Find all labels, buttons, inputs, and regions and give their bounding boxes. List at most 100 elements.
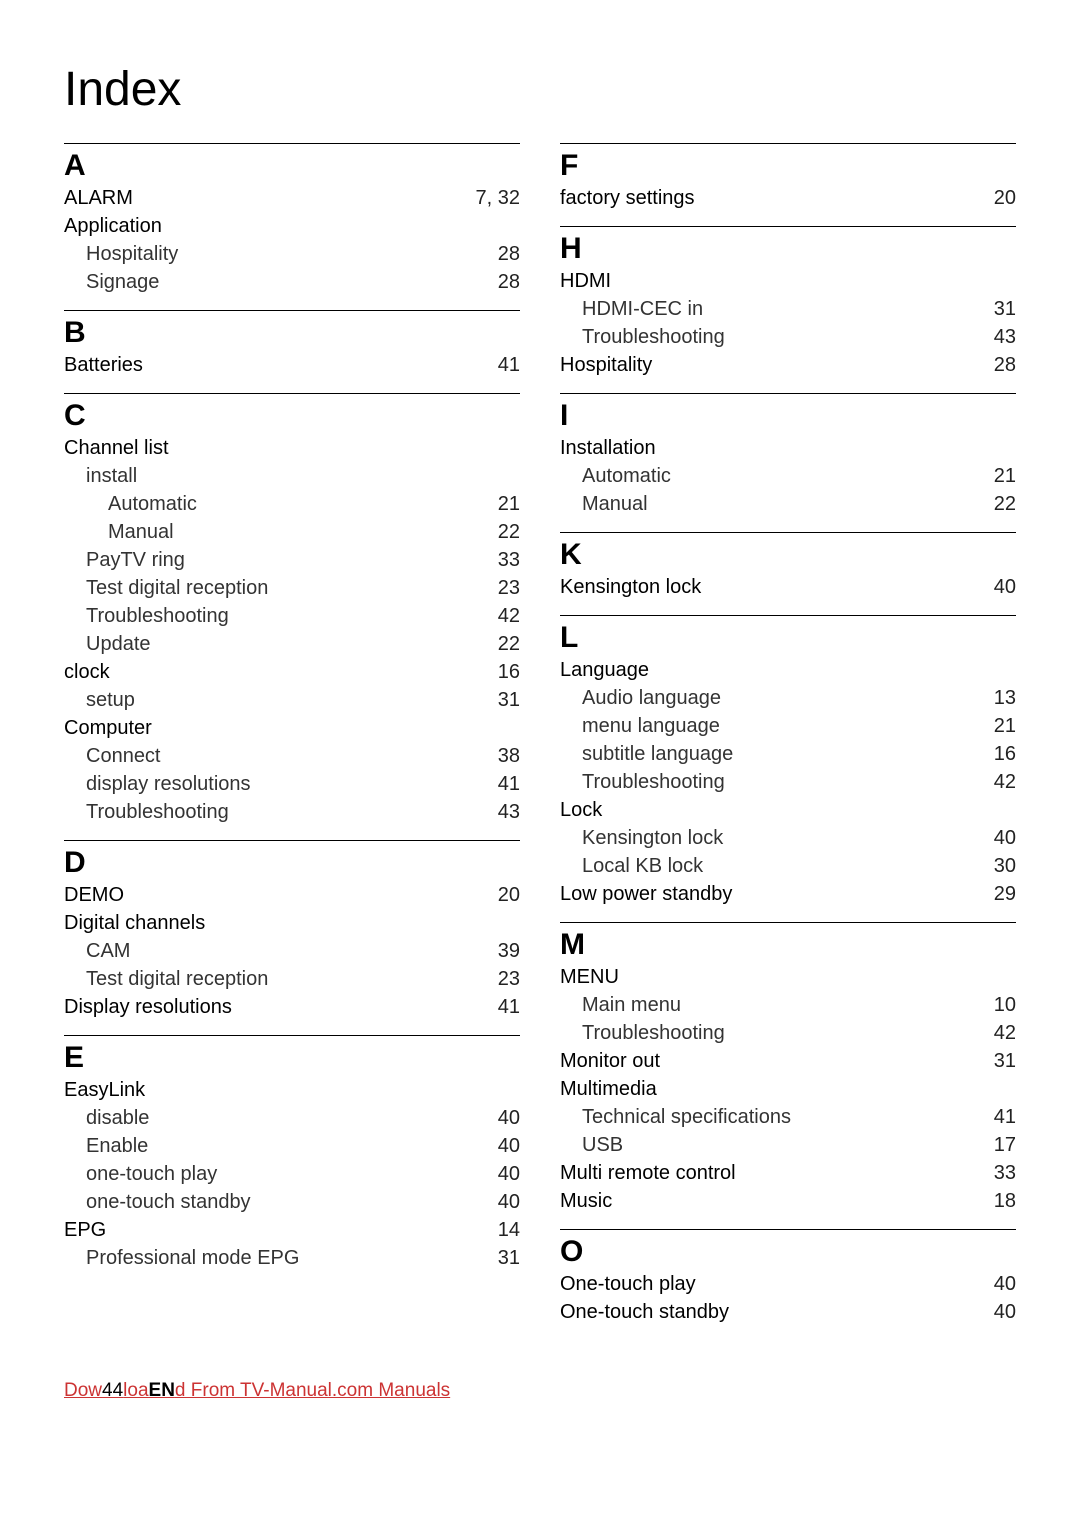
index-entry-term: factory settings [560, 184, 982, 212]
index-entry: Batteries41 [64, 351, 520, 379]
index-entry-term: install [64, 462, 508, 490]
index-entry-pages: 23 [486, 574, 520, 602]
index-entry: factory settings20 [560, 184, 1016, 212]
index-entry: Manual22 [560, 490, 1016, 518]
index-entry-term: MENU [560, 963, 1004, 991]
section-letter: M [560, 927, 1016, 963]
index-entry: clock16 [64, 658, 520, 686]
index-entry-pages: 31 [486, 1244, 520, 1272]
index-entry: disable40 [64, 1104, 520, 1132]
index-entry: Kensington lock40 [560, 824, 1016, 852]
index-entry: Troubleshooting43 [560, 323, 1016, 351]
index-entry-term: setup [64, 686, 486, 714]
index-entry-term: Music [560, 1187, 982, 1215]
index-entry-term: Hospitality [64, 240, 486, 268]
index-entry: Application [64, 212, 520, 240]
index-entry-pages: 22 [486, 518, 520, 546]
index-entry-term: Kensington lock [560, 824, 982, 852]
index-entry-term: menu language [560, 712, 982, 740]
index-entry-pages: 40 [982, 824, 1016, 852]
index-entry-term: DEMO [64, 881, 486, 909]
index-entry-term: Connect [64, 742, 486, 770]
index-entry: Kensington lock40 [560, 573, 1016, 601]
index-entry-pages: 40 [982, 1270, 1016, 1298]
section-rule [560, 922, 1016, 923]
index-entry: Music18 [560, 1187, 1016, 1215]
index-entry-term: Local KB lock [560, 852, 982, 880]
index-entry: Hospitality28 [560, 351, 1016, 379]
section-rule [560, 532, 1016, 533]
section-rule [64, 393, 520, 394]
index-entry: ALARM7, 32 [64, 184, 520, 212]
index-entry-term: Troubleshooting [560, 1019, 982, 1047]
section-letter: C [64, 398, 520, 434]
index-entry-pages: 22 [486, 630, 520, 658]
index-columns: AALARM7, 32ApplicationHospitality28Signa… [64, 143, 1016, 1340]
footer-download-link[interactable]: Dow44loaENd From TV-Manual.com Manuals [64, 1380, 450, 1401]
index-section: LLanguageAudio language13menu language21… [560, 615, 1016, 908]
index-entry-pages: 31 [982, 1047, 1016, 1075]
index-entry-pages: 23 [486, 965, 520, 993]
section-letter: O [560, 1234, 1016, 1270]
index-entry-term: Technical specifications [560, 1103, 982, 1131]
section-rule [560, 1229, 1016, 1230]
index-entry-pages: 31 [982, 295, 1016, 323]
index-entry-term: Update [64, 630, 486, 658]
index-entry-pages: 33 [982, 1159, 1016, 1187]
index-entry-pages: 39 [486, 937, 520, 965]
index-entry: Low power standby29 [560, 880, 1016, 908]
index-entry-pages: 22 [982, 490, 1016, 518]
index-entry: Enable40 [64, 1132, 520, 1160]
index-entry: display resolutions41 [64, 770, 520, 798]
index-entry: DEMO20 [64, 881, 520, 909]
section-rule [560, 143, 1016, 144]
index-entry-pages: 20 [486, 881, 520, 909]
index-entry-pages: 18 [982, 1187, 1016, 1215]
index-entry: Automatic21 [64, 490, 520, 518]
section-letter: L [560, 620, 1016, 656]
index-entry: PayTV ring33 [64, 546, 520, 574]
index-entry-pages: 42 [486, 602, 520, 630]
index-entry: Test digital reception23 [64, 574, 520, 602]
index-entry-pages: 16 [982, 740, 1016, 768]
index-entry-term: Kensington lock [560, 573, 982, 601]
index-section: BBatteries41 [64, 310, 520, 379]
index-entry: Monitor out31 [560, 1047, 1016, 1075]
index-section: IInstallationAutomatic21Manual22 [560, 393, 1016, 518]
index-entry-term: Display resolutions [64, 993, 486, 1021]
index-entry-pages: 21 [486, 490, 520, 518]
index-entry-term: EasyLink [64, 1076, 508, 1104]
index-entry: subtitle language16 [560, 740, 1016, 768]
index-section: OOne-touch play40One-touch standby40 [560, 1229, 1016, 1326]
index-section: DDEMO20Digital channelsCAM39Test digital… [64, 840, 520, 1021]
index-entry-term: one-touch standby [64, 1188, 486, 1216]
index-entry: setup31 [64, 686, 520, 714]
section-rule [64, 1035, 520, 1036]
index-entry-pages: 41 [486, 993, 520, 1021]
index-entry-pages: 38 [486, 742, 520, 770]
index-entry-pages: 42 [982, 768, 1016, 796]
section-rule [560, 393, 1016, 394]
index-entry-term: HDMI-CEC in [560, 295, 982, 323]
index-section: AALARM7, 32ApplicationHospitality28Signa… [64, 143, 520, 296]
index-entry-pages: 40 [486, 1160, 520, 1188]
index-entry-term: Lock [560, 796, 1004, 824]
section-letter: H [560, 231, 1016, 267]
index-entry-pages: 21 [982, 462, 1016, 490]
index-entry-term: Monitor out [560, 1047, 982, 1075]
index-entry-term: PayTV ring [64, 546, 486, 574]
index-entry-pages: 13 [982, 684, 1016, 712]
index-entry-pages: 28 [486, 268, 520, 296]
footer-lang: EN [149, 1380, 175, 1401]
section-letter: I [560, 398, 1016, 434]
index-entry: one-touch standby40 [64, 1188, 520, 1216]
section-rule [64, 143, 520, 144]
index-entry-term: Automatic [64, 490, 486, 518]
index-entry: Computer [64, 714, 520, 742]
index-entry-term: Hospitality [560, 351, 982, 379]
index-entry-term: Troubleshooting [64, 798, 486, 826]
index-entry: Technical specifications41 [560, 1103, 1016, 1131]
index-entry-term: Signage [64, 268, 486, 296]
index-entry-term: One-touch standby [560, 1298, 982, 1326]
index-entry-term: ALARM [64, 184, 464, 212]
